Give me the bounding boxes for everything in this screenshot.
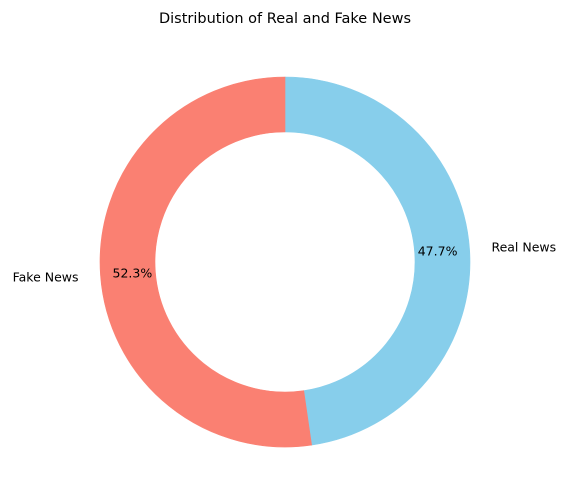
slice-real-news xyxy=(284,76,471,446)
label-fake-news: Fake News xyxy=(13,269,79,284)
labels-group: Real News 47.7% Fake News 52.3% xyxy=(13,240,557,285)
chart-title: Distribution of Real and Fake News xyxy=(159,11,411,27)
slices-group xyxy=(99,76,471,448)
percent-label-fake-news: 52.3% xyxy=(113,266,153,281)
label-real-news: Real News xyxy=(491,240,556,255)
percent-label-real-news: 47.7% xyxy=(418,243,458,258)
slice-fake-news xyxy=(99,76,312,448)
